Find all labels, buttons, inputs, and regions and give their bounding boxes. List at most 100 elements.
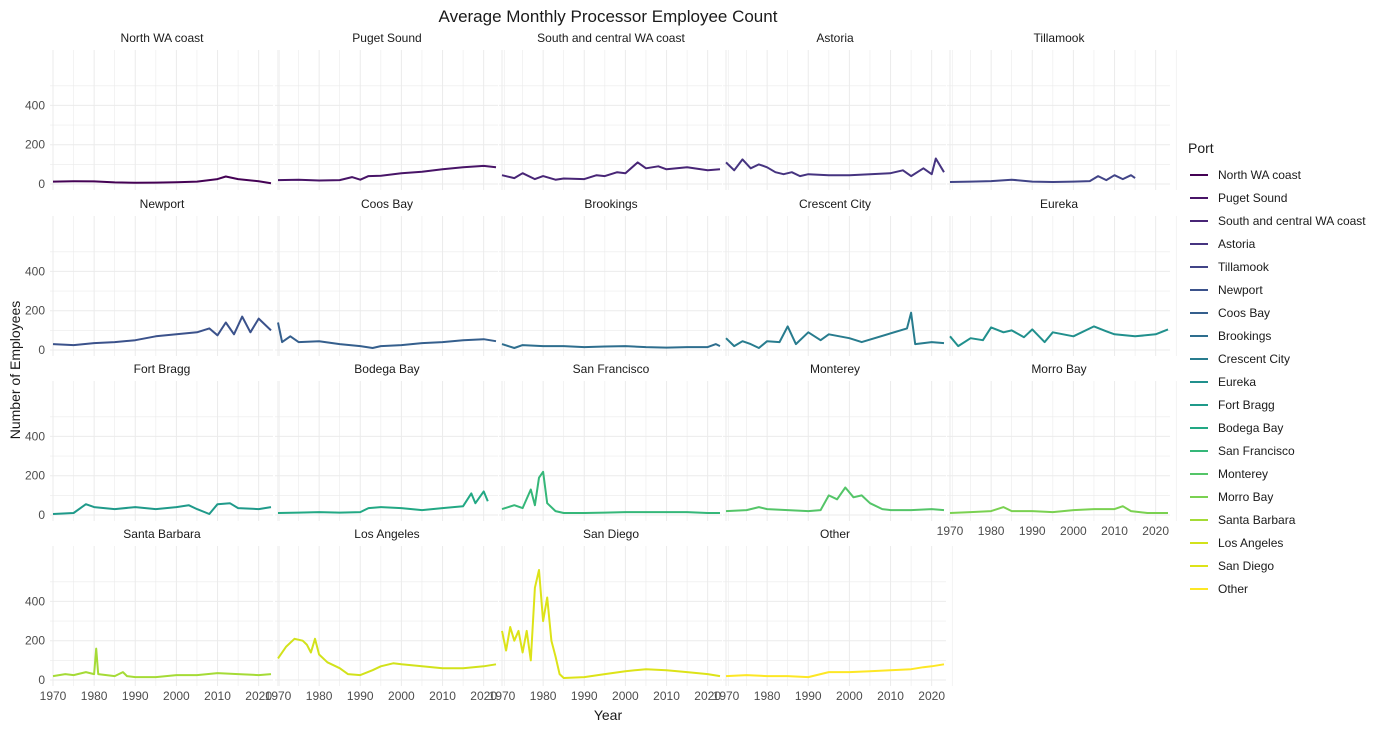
strip-label: Los Angeles	[354, 527, 419, 541]
panel-grid	[499, 216, 729, 356]
strip-label: Eureka	[1040, 197, 1078, 211]
legend-title: Port	[1188, 140, 1214, 156]
panel-crescent-city: Crescent City	[723, 197, 953, 356]
x-tick-label: 1970	[489, 689, 516, 703]
legend-label: Monterey	[1218, 467, 1268, 481]
panel-grid	[275, 50, 505, 190]
x-tick-label: 2010	[204, 689, 231, 703]
y-tick-label: 0	[38, 508, 45, 522]
x-tick-label: 2020	[470, 689, 497, 703]
legend-item-south-and-central-wa-coast: South and central WA coast	[1190, 214, 1366, 228]
x-tick-label: 1980	[978, 524, 1005, 538]
panel-san-francisco: San Francisco	[499, 362, 729, 521]
legend-item-los-angeles: Los Angeles	[1190, 536, 1283, 550]
legend-label: South and central WA coast	[1218, 214, 1366, 228]
legend-item-newport: Newport	[1190, 283, 1263, 297]
strip-label: Santa Barbara	[123, 527, 201, 541]
panel-grid	[275, 381, 505, 521]
x-tick-label: 2000	[163, 689, 190, 703]
series-line-coos-bay	[277, 322, 497, 349]
panel-grid	[723, 381, 953, 521]
strip-label: Puget Sound	[352, 31, 421, 45]
strip-label: Astoria	[816, 31, 854, 45]
x-axis-title: Year	[594, 707, 623, 723]
legend-item-tillamook: Tillamook	[1190, 260, 1270, 274]
panel-brookings: Brookings	[499, 197, 729, 356]
panel-monterey: Monterey	[723, 362, 953, 521]
legend-item-monterey: Monterey	[1190, 467, 1268, 481]
series-line-los-angeles	[277, 637, 497, 677]
legend-label: San Diego	[1218, 559, 1274, 573]
x-tick-label: 1990	[571, 689, 598, 703]
x-tick-label: 2000	[612, 689, 639, 703]
strip-label: Other	[820, 527, 850, 541]
series-line-santa-barbara	[52, 647, 272, 679]
legend-label: Morro Bay	[1218, 490, 1273, 504]
legend-label: Eureka	[1218, 375, 1256, 389]
legend-item-bodega-bay: Bodega Bay	[1190, 421, 1283, 435]
series-line-morro-bay	[949, 505, 1168, 514]
legend-item-san-francisco: San Francisco	[1190, 444, 1295, 458]
panel-grid	[947, 50, 1177, 190]
panel-grid	[723, 546, 953, 686]
chart-title: Average Monthly Processor Employee Count	[439, 7, 778, 26]
legend-item-puget-sound: Puget Sound	[1190, 191, 1287, 205]
legend-label: North WA coast	[1218, 168, 1302, 182]
x-tick-label: 1990	[122, 689, 149, 703]
y-tick-label: 0	[38, 177, 45, 191]
series-line-puget-sound	[277, 164, 497, 182]
strip-label: Fort Bragg	[134, 362, 191, 376]
strip-label: Tillamook	[1034, 31, 1086, 45]
legend-item-other: Other	[1190, 582, 1248, 596]
panel-puget-sound: Puget Sound	[275, 31, 505, 190]
series-line-bodega-bay	[277, 490, 489, 514]
panel-grid	[499, 50, 729, 190]
strip-label: Morro Bay	[1031, 362, 1086, 376]
legend-label: San Francisco	[1218, 444, 1295, 458]
facet-panels: North WA coast 0 200 400 Puget Sound South an…	[25, 31, 1177, 703]
series-line-san-francisco	[501, 470, 720, 514]
legend-item-san-diego: San Diego	[1190, 559, 1274, 573]
legend-label: Santa Barbara	[1218, 513, 1296, 527]
legend-label: Newport	[1218, 283, 1263, 297]
legend-label: Crescent City	[1218, 352, 1290, 366]
x-tick-label: 2020	[1142, 524, 1169, 538]
panel-grid	[723, 216, 953, 356]
legend-item-crescent-city: Crescent City	[1190, 352, 1290, 366]
panel-morro-bay: Morro Bay 1970 1980 1990 2000 2010 2020	[937, 362, 1177, 538]
y-tick-label: 400	[25, 429, 45, 443]
panel-grid	[275, 546, 505, 686]
x-tick-label: 2020	[694, 689, 721, 703]
y-tick-label: 400	[25, 98, 45, 112]
x-tick-label: 2000	[388, 689, 415, 703]
series-line-other	[725, 663, 945, 679]
legend-label: Other	[1218, 582, 1248, 596]
x-tick-label: 2010	[429, 689, 456, 703]
series-line-tillamook	[949, 174, 1136, 183]
panel-santa-barbara: Santa Barbara 0 200 400 1970 1980 1990 2000 2010…	[25, 527, 280, 703]
x-tick-label: 1980	[754, 689, 781, 703]
strip-label: San Diego	[583, 527, 639, 541]
x-tick-label: 1990	[795, 689, 822, 703]
series-line-newport	[52, 315, 272, 347]
series-line-monterey	[725, 486, 945, 513]
legend-label: Coos Bay	[1218, 306, 1270, 320]
panel-other: Other 1970 1980 1990 2000 2010 2020	[713, 527, 953, 703]
panel-north-wa-coast: North WA coast 0 200 400	[25, 31, 280, 191]
y-tick-label: 0	[38, 343, 45, 357]
y-tick-label: 200	[25, 469, 45, 483]
strip-label: Bodega Bay	[354, 362, 419, 376]
x-tick-label: 1970	[713, 689, 740, 703]
y-tick-label: 200	[25, 304, 45, 318]
panel-tillamook: Tillamook	[947, 31, 1177, 190]
x-tick-label: 2000	[1060, 524, 1087, 538]
y-axis-title: Number of Employees	[7, 301, 23, 440]
y-tick-label: 400	[25, 594, 45, 608]
legend-item-santa-barbara: Santa Barbara	[1190, 513, 1296, 527]
strip-label: Newport	[140, 197, 185, 211]
series-line-eureka	[949, 325, 1169, 348]
strip-label: Crescent City	[799, 197, 871, 211]
panel-grid	[275, 216, 505, 356]
x-tick-label: 2010	[877, 689, 904, 703]
legend-item-coos-bay: Coos Bay	[1190, 306, 1270, 320]
